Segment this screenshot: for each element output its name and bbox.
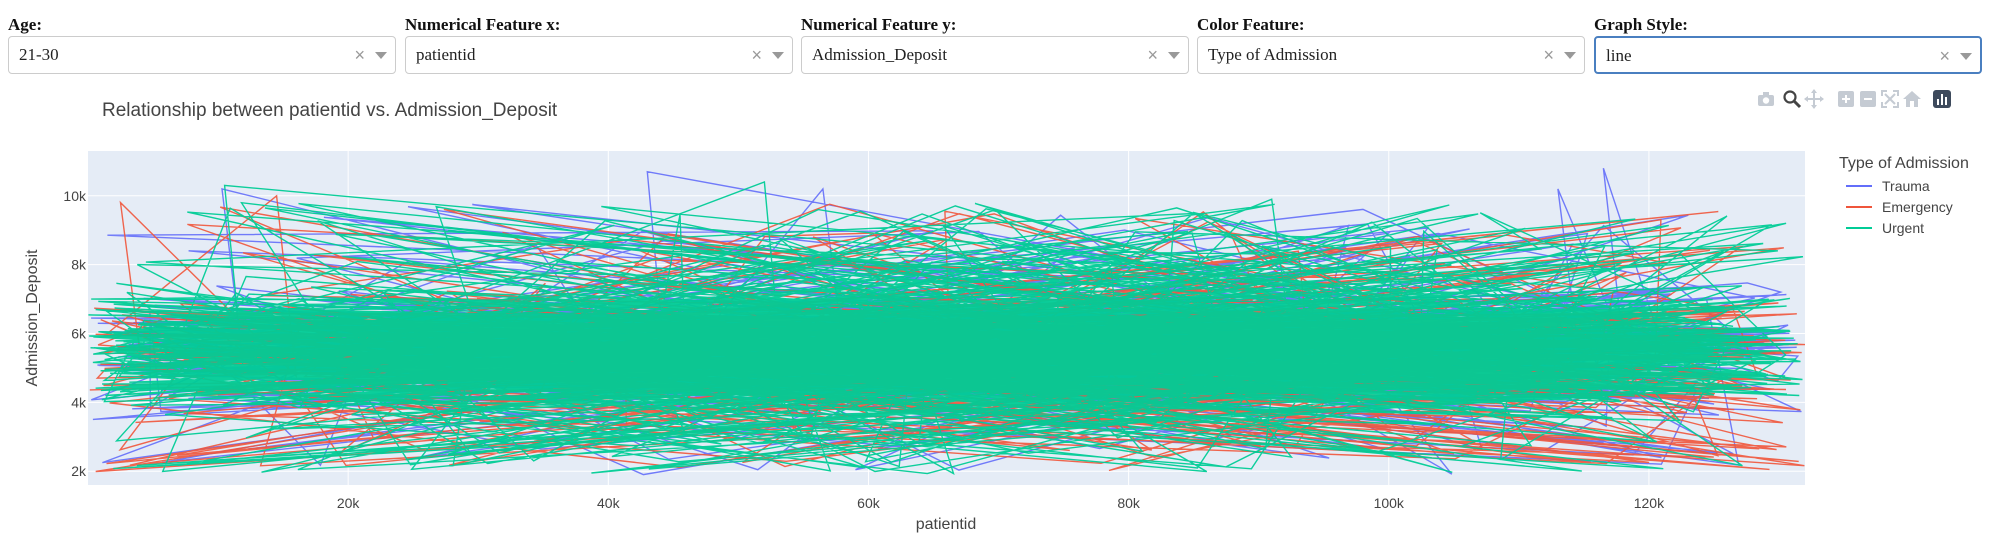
- y-tick-label: 2k: [71, 463, 87, 479]
- y-tick-label: 6k: [71, 325, 87, 341]
- legend-label: Trauma: [1882, 178, 1930, 194]
- clear-icon[interactable]: ×: [1939, 46, 1950, 66]
- x-axis-label: patientid: [916, 516, 977, 533]
- y-feature-select[interactable]: Admission_Deposit ×: [801, 36, 1189, 74]
- graph-style-filter: Graph Style: line ×: [1594, 14, 1982, 74]
- modebar: [1755, 88, 1995, 112]
- age-filter-label: Age:: [8, 15, 42, 34]
- clear-icon[interactable]: ×: [751, 45, 762, 65]
- plotly-logo-icon[interactable]: [1931, 88, 1953, 110]
- x-tick-label: 120k: [1634, 495, 1665, 511]
- graph-style-value: line: [1606, 46, 1632, 65]
- chevron-down-icon[interactable]: [772, 52, 784, 59]
- chevron-down-icon[interactable]: [1960, 53, 1972, 60]
- x-tick-label: 60k: [857, 495, 881, 511]
- x-feature-label: Numerical Feature x:: [405, 15, 561, 34]
- y-tick-label: 10k: [63, 188, 87, 204]
- chart-title: Relationship between patientid vs. Admis…: [102, 100, 558, 121]
- legend-swatch: [1846, 227, 1872, 229]
- age-select-value: 21-30: [19, 45, 59, 64]
- y-feature-label: Numerical Feature y:: [801, 15, 957, 34]
- series-line-urgent[interactable]: [88, 181, 1804, 475]
- chevron-down-icon[interactable]: [375, 52, 387, 59]
- legend-title: Type of Admission: [1839, 155, 1969, 172]
- axis-ticks: 20k 40k 60k 80k 100k 120k 2k 4k 6k 8k 10k: [63, 188, 1665, 511]
- age-filter: Age: 21-30 ×: [8, 14, 396, 74]
- graph-style-label: Graph Style:: [1594, 15, 1688, 34]
- color-feature-filter: Color Feature: Type of Admission ×: [1197, 14, 1585, 74]
- color-feature-value: Type of Admission: [1208, 45, 1338, 64]
- camera-icon[interactable]: [1755, 88, 1777, 110]
- clear-icon[interactable]: ×: [354, 45, 365, 65]
- clear-icon[interactable]: ×: [1543, 45, 1554, 65]
- color-feature-select[interactable]: Type of Admission ×: [1197, 36, 1585, 74]
- zoom-icon[interactable]: [1781, 88, 1803, 110]
- filter-bar: Age: 21-30 × Numerical Feature x: patien…: [0, 0, 2000, 80]
- chevron-down-icon[interactable]: [1168, 52, 1180, 59]
- zoom-out-icon[interactable]: [1857, 88, 1879, 110]
- clear-icon[interactable]: ×: [1147, 45, 1158, 65]
- zoom-in-icon[interactable]: [1835, 88, 1857, 110]
- reset-axes-icon[interactable]: [1901, 88, 1923, 110]
- legend-swatch: [1846, 206, 1872, 208]
- x-feature-filter: Numerical Feature x: patientid ×: [405, 14, 793, 74]
- x-feature-select[interactable]: patientid ×: [405, 36, 793, 74]
- x-tick-label: 100k: [1374, 495, 1405, 511]
- autoscale-icon[interactable]: [1879, 88, 1901, 110]
- legend-label: Urgent: [1882, 220, 1925, 236]
- legend-label: Emergency: [1882, 199, 1953, 215]
- data-traces: [88, 167, 1805, 476]
- x-tick-label: 20k: [337, 495, 361, 511]
- x-tick-label: 40k: [597, 495, 621, 511]
- x-feature-value: patientid: [416, 45, 476, 64]
- x-tick-label: 80k: [1117, 495, 1141, 511]
- legend-swatch: [1846, 185, 1872, 187]
- y-tick-label: 4k: [71, 394, 87, 410]
- y-feature-value: Admission_Deposit: [812, 45, 948, 64]
- age-select[interactable]: 21-30 ×: [8, 36, 396, 74]
- y-feature-filter: Numerical Feature y: Admission_Deposit ×: [801, 14, 1189, 74]
- y-axis-label: Admission_Deposit: [24, 249, 41, 387]
- chevron-down-icon[interactable]: [1564, 52, 1576, 59]
- graph-style-select[interactable]: line ×: [1594, 36, 1982, 74]
- pan-icon[interactable]: [1803, 88, 1825, 110]
- y-tick-label: 8k: [71, 257, 87, 273]
- color-feature-label: Color Feature:: [1197, 15, 1305, 34]
